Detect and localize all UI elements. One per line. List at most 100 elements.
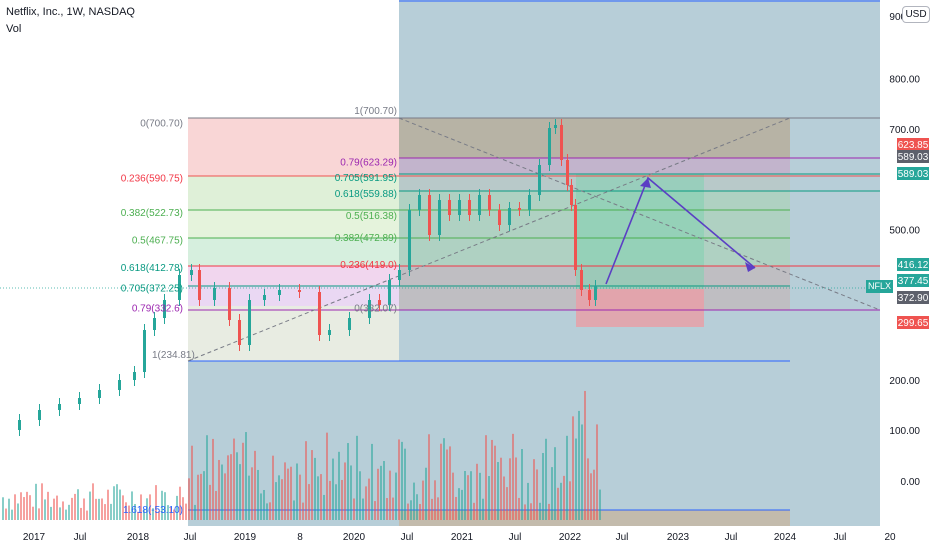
volume-bar [197, 474, 199, 520]
volume-bar [317, 476, 319, 520]
volume-bar [527, 482, 529, 520]
volume-bar [410, 500, 412, 520]
volume-bar [425, 467, 427, 520]
fib-zone-236-382 [188, 176, 399, 210]
volume-bar [53, 498, 55, 520]
volume-bar [209, 484, 211, 520]
volume-bar [443, 438, 445, 520]
volume-indicator-label[interactable]: Vol [6, 23, 22, 35]
volume-bar [506, 487, 508, 520]
candle-body [388, 280, 391, 305]
volume-bar [263, 489, 265, 520]
volume-bar [599, 489, 601, 520]
candle-body [468, 200, 471, 215]
position-profit-zone [576, 174, 704, 289]
volume-bar [104, 504, 106, 520]
volume-bar [386, 498, 388, 520]
ticker-tag: NFLX [866, 280, 893, 293]
volume-bar [353, 498, 355, 520]
volume-bar [134, 503, 136, 520]
volume-bar [548, 503, 550, 520]
volume-bar [44, 499, 46, 520]
volume-bar [437, 497, 439, 520]
volume-bar [170, 506, 172, 520]
volume-bar [512, 433, 514, 520]
fib-left-label-2: 0.382(522.73) [121, 208, 183, 219]
volume-bar [149, 494, 151, 520]
volume-bar [65, 509, 67, 520]
volume-bar [299, 474, 301, 520]
time-axis-label-15: Jul [834, 532, 847, 543]
volume-bar [194, 504, 196, 520]
volume-bar [218, 459, 220, 520]
fib-right-label-4: 0.5(516.38) [346, 211, 397, 222]
volume-bar [248, 475, 250, 520]
volume-bar [278, 475, 280, 520]
candle-body [228, 288, 231, 320]
fib-right-label-7: 0(332.07) [354, 304, 397, 315]
candle-body [518, 208, 521, 210]
candle-body [98, 390, 101, 398]
volume-bar [191, 445, 193, 520]
volume-bar [383, 461, 385, 520]
volume-bar [329, 480, 331, 520]
candle-body [548, 128, 551, 165]
volume-bar [59, 507, 61, 520]
volume-bar [125, 502, 127, 520]
volume-bar [272, 455, 274, 520]
volume-bar [107, 489, 109, 520]
candle-body [560, 125, 563, 160]
volume-bar [143, 509, 145, 520]
volume-bar [260, 493, 262, 520]
price-axis-label-2: 700.00 [889, 125, 920, 136]
time-axis-label-0: 2017 [23, 532, 46, 543]
time-axis-label-1: Jul [74, 532, 87, 543]
volume-bar [224, 473, 226, 520]
volume-bar [32, 506, 34, 520]
volume-bar [86, 510, 88, 520]
candle-body [378, 300, 381, 305]
volume-bar [200, 473, 202, 520]
fib-right-label-0: 1(700.70) [354, 106, 397, 117]
volume-bar [434, 480, 436, 520]
time-axis-label-9: Jul [509, 532, 522, 543]
candle-body [508, 208, 511, 225]
volume-bar [164, 492, 166, 520]
time-axis-label-14: 2024 [774, 532, 797, 543]
volume-bar [368, 478, 370, 520]
volume-bar [356, 435, 358, 520]
candle-body [143, 330, 146, 372]
candle-body [118, 380, 121, 390]
volume-bar [275, 482, 277, 520]
volume-bar [302, 502, 304, 520]
volume-bar [8, 498, 10, 520]
candle-body [153, 318, 156, 330]
candle-body [574, 205, 577, 270]
volume-bar [557, 487, 559, 520]
volume-bar [206, 435, 208, 520]
fib-zone-0-236 [188, 118, 399, 176]
volume-bar [158, 511, 160, 520]
fib-right-zone-79-705 [399, 158, 790, 174]
symbol-title[interactable]: Netflix, Inc., 1W, NASDAQ [6, 6, 135, 18]
volume-bar [146, 498, 148, 520]
volume-bar [536, 469, 538, 520]
volume-bar [533, 459, 535, 520]
volume-bar [359, 471, 361, 520]
price-badge-0 [897, 138, 929, 151]
candle-body [58, 404, 61, 410]
candle-body [248, 300, 251, 345]
currency-selector[interactable]: USD [902, 6, 930, 23]
price-badge-label-4: 377.45 [898, 276, 929, 287]
volume-bar [539, 502, 541, 520]
time-axis-label-7: Jul [401, 532, 414, 543]
volume-bar [140, 494, 142, 520]
fib-right-zone-top [399, 118, 790, 158]
fib-left-label-4: 0.618(412.78) [121, 263, 183, 274]
volume-bar [374, 501, 376, 520]
volume-bar [251, 467, 253, 520]
trend-line-up [187, 117, 791, 362]
price-badge-4 [897, 274, 929, 287]
